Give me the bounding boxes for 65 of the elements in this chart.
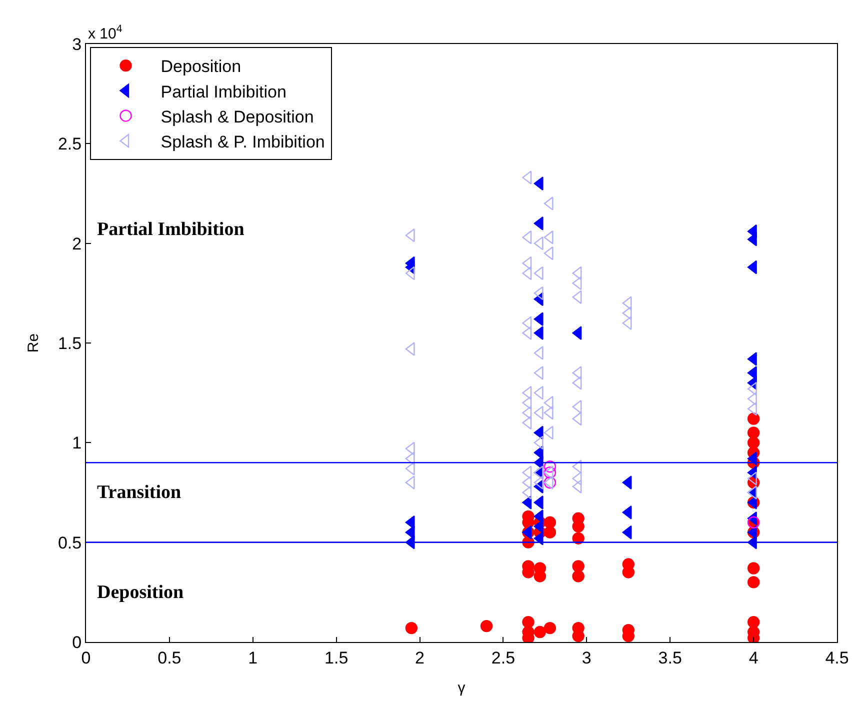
- point: [544, 526, 556, 538]
- point: [405, 622, 418, 634]
- point: [747, 412, 760, 425]
- point: [522, 486, 532, 500]
- point: [544, 476, 554, 490]
- legend-label: Partial Imbibition: [160, 82, 286, 102]
- x-tick-label: 4: [748, 648, 758, 668]
- legend-label: Deposition: [160, 57, 242, 76]
- x-axis-title: γ: [458, 679, 466, 696]
- x-tick-label: 3.5: [658, 648, 682, 668]
- point: [544, 476, 556, 489]
- annotation: Deposition: [97, 582, 184, 603]
- point: [522, 326, 532, 340]
- point: [534, 326, 544, 340]
- point: [544, 466, 556, 479]
- y-tick-label: 0.5: [58, 533, 82, 552]
- point: [534, 496, 544, 510]
- point: [480, 620, 493, 632]
- annotation: Transition: [97, 482, 182, 503]
- x-tick-label: 0.5: [158, 648, 182, 668]
- point: [747, 352, 757, 366]
- y-tick-label: 2: [72, 234, 82, 254]
- point: [405, 342, 415, 356]
- y-axis-title: Re: [25, 333, 42, 353]
- point: [534, 626, 546, 638]
- point: [405, 476, 415, 490]
- point: [747, 436, 760, 449]
- x-tick-label: 3: [582, 648, 592, 668]
- point: [622, 476, 632, 490]
- point: [544, 516, 556, 528]
- point: [747, 496, 757, 510]
- point: [534, 476, 544, 490]
- point: [522, 616, 534, 628]
- y-tick-label: 0: [72, 632, 82, 652]
- x-tick-label: 1.5: [324, 648, 348, 668]
- point: [572, 480, 582, 494]
- point: [747, 616, 760, 628]
- legend-label: Splash & Deposition: [160, 107, 314, 126]
- legend-label: Splash & P. Imbibition: [160, 132, 325, 152]
- point: [544, 622, 556, 634]
- x-tick-label: 1: [248, 648, 258, 668]
- point: [522, 476, 532, 490]
- point: [747, 576, 760, 588]
- point: [572, 326, 582, 340]
- y-tick-label: 3: [72, 34, 82, 54]
- point: [572, 560, 584, 572]
- point: [747, 472, 757, 486]
- annotation: Partial Imbibition: [97, 219, 245, 240]
- point: [522, 170, 532, 184]
- point: [747, 426, 760, 439]
- point: [572, 472, 582, 486]
- point: [534, 176, 544, 190]
- point: [522, 496, 532, 510]
- y-tick-label: 2.5: [58, 134, 82, 154]
- point: [747, 562, 760, 574]
- point: [544, 196, 554, 210]
- point: [544, 460, 556, 473]
- point: [572, 570, 584, 582]
- y-tick-label: 1.5: [58, 334, 82, 353]
- text: x 10$^{4}$: [88, 23, 122, 42]
- x-tick-label: 2: [415, 648, 425, 668]
- x-tick-label: 4.5: [825, 648, 849, 668]
- y-tick-label: 1: [72, 434, 82, 453]
- point: [534, 346, 544, 360]
- x-tick-label: 2.5: [491, 648, 516, 668]
